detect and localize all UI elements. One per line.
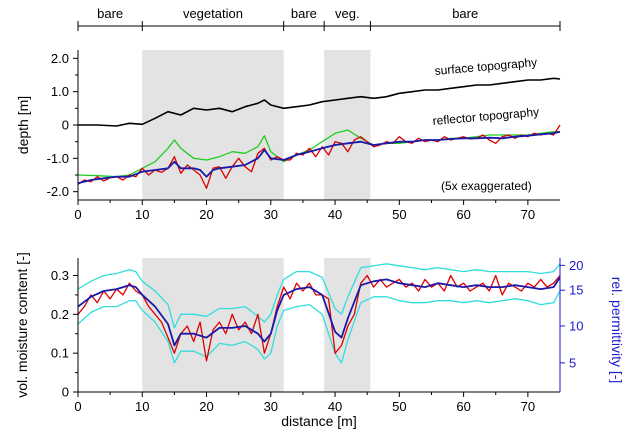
y-tick-label: 2.0	[51, 51, 69, 66]
y2-tick-label: 20	[569, 258, 583, 273]
zone-label: bare	[291, 6, 317, 21]
y2-tick-label: 5	[569, 355, 576, 370]
series-reflector-blue	[77, 130, 561, 185]
vegetation-shade	[142, 50, 284, 200]
x-tick-label: 50	[392, 207, 406, 222]
x-axis-title: distance [m]	[281, 413, 356, 429]
zone-label: vegetation	[183, 6, 243, 21]
x-tick-label: 40	[328, 207, 342, 222]
y-tick-label: 0.2	[51, 307, 69, 322]
y-tick-label: -2.0	[47, 184, 69, 199]
y-tick-label: 0.3	[51, 268, 69, 283]
x-tick-label: 40	[328, 399, 342, 414]
series-upper-bound	[77, 263, 561, 329]
y-tick-label: -1.0	[47, 151, 69, 166]
y2-tick-label: 15	[569, 283, 583, 298]
zone-label: veg.	[335, 6, 360, 21]
y-tick-label: 1.0	[51, 84, 69, 99]
x-tick-label: 30	[264, 399, 278, 414]
vegetation-shade	[324, 50, 371, 200]
zone-label: bare	[452, 6, 478, 21]
annotation-reflector: reflector topography	[432, 105, 540, 128]
x-tick-label: 0	[74, 207, 81, 222]
vegetation-shade	[142, 258, 284, 392]
zone-label: bare	[97, 6, 123, 21]
x-tick-label: 60	[456, 399, 470, 414]
y-axis-title: depth [m]	[15, 96, 31, 154]
x-tick-label: 70	[521, 207, 535, 222]
x-tick-label: 10	[135, 207, 149, 222]
series-lower-bound	[77, 290, 561, 364]
y-tick-label: 0.1	[51, 346, 69, 361]
series-moisture-blue	[77, 276, 561, 347]
x-tick-label: 70	[521, 399, 535, 414]
y-tick-label: 0	[62, 385, 69, 400]
y-tick-label: 0	[62, 118, 69, 133]
zone-bar: bare vegetation bare veg. bare	[77, 6, 561, 31]
y2-tick-label: 10	[569, 318, 583, 333]
y-axis-title: vol. moisture content [-]	[14, 252, 30, 398]
x-tick-label: 50	[392, 399, 406, 414]
x-tick-label: 10	[135, 399, 149, 414]
y2-axis-title: rel. permittivity [-]	[609, 277, 625, 384]
x-tick-label: 20	[199, 207, 213, 222]
x-tick-label: 60	[456, 207, 470, 222]
x-tick-label: 30	[264, 207, 278, 222]
x-tick-label: 20	[199, 399, 213, 414]
series-reflector-red	[77, 124, 561, 189]
bottom-panel: 0 10 20 30 40 50 60 70 0 0.1 0.2 0.3 vol. moisture c…	[14, 252, 625, 429]
top-panel: 0 10 20 30 40 50 60 70 2.0 1.0 0 -1.0 -2.0 depth [m] s…	[15, 50, 561, 222]
x-tick-label: 0	[74, 399, 81, 414]
annotation-exaggeration: (5x exaggerated)	[441, 179, 532, 193]
annotation-surface: surface topography	[434, 55, 538, 78]
series-reflector-green	[77, 129, 560, 178]
series-surface	[78, 77, 561, 127]
